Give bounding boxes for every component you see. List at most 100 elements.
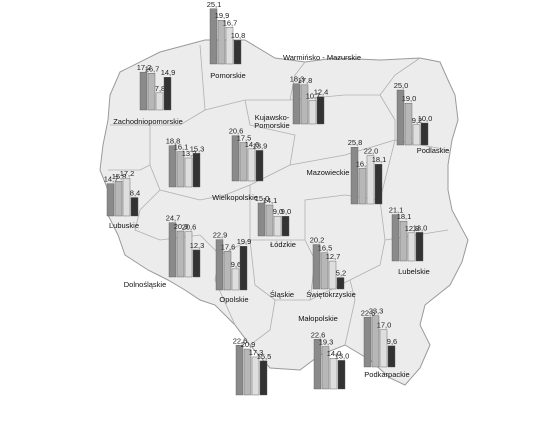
bar-kujawsko-pomorskie-1 — [231, 135, 240, 182]
value-label-swietokrzyskie-4: 5,2 — [336, 269, 346, 278]
bar-podkarpackie-2 — [371, 315, 380, 368]
value-label-lodzkie-4: 9,0 — [281, 207, 291, 216]
value-label-dolnoslaskie-2: 20,9 — [174, 222, 189, 231]
value-label-slaskie-4: 15,5 — [257, 352, 272, 361]
region-label-malopolskie: Małopolskie — [298, 314, 338, 323]
bar-pomorskie-2 — [217, 20, 226, 65]
bar-group-swietokrzyskie: 20,216,512,7 5,2 Świętokrzyskie — [306, 236, 356, 299]
bar-zachodniopomorskie-3 — [155, 92, 164, 111]
value-label-lubuskie-1: 14,7 — [104, 175, 119, 184]
value-label-dolnoslaskie-3: 20,6 — [182, 223, 197, 232]
bar-lubelskie-4 — [415, 232, 424, 262]
bar-podlaskie-1 — [396, 89, 405, 146]
bar-dolnoslaskie-1 — [168, 222, 177, 278]
value-label-swietokrzyskie-2: 16,5 — [318, 244, 333, 253]
region-label-slaskie: Śląskie — [270, 290, 294, 299]
bar-group-lubelskie: 21,118,1 12,813,0 Lubelskie — [389, 206, 430, 276]
value-label-podlaskie-4: 10,0 — [418, 114, 433, 123]
bar-podkarpackie-4 — [387, 345, 396, 368]
value-label-pomorskie-2: 19,9 — [215, 11, 230, 20]
bar-lodzkie-1 — [257, 202, 266, 237]
value-label-malopolskie-2: 19,3 — [319, 338, 334, 347]
bar-slaskie-3 — [251, 356, 260, 396]
bar-group-malopolskie: 22,619,3 14,013,0 Małopolskie — [298, 314, 350, 390]
bar-group-wielkopolskie: 18,816,113,215,3 Wielkopolskie — [166, 137, 258, 202]
value-label-mazowieckie-3: 22,0 — [364, 147, 379, 156]
bar-swietokrzyskie-3 — [328, 260, 337, 290]
bar-dolnoslaskie-4 — [192, 249, 201, 278]
value-label-podlaskie-1: 25,0 — [394, 81, 409, 90]
value-label-warminsko-mazurskie-3: 10,7 — [306, 91, 321, 100]
bar-mazowieckie-1 — [350, 147, 359, 205]
bar-dolnoslaskie-3 — [184, 231, 193, 278]
value-label-podkarpackie-3: 17,0 — [377, 321, 392, 330]
bar-malopolskie-4 — [337, 360, 346, 390]
bar-pomorskie-1 — [209, 8, 218, 65]
region-label-dolnoslaskie: Dolnośląskie — [124, 280, 167, 289]
value-label-lubelskie-3: 12,8 — [405, 224, 420, 233]
region-label-pomorskie: Pomorskie — [210, 71, 245, 80]
bar-slaskie-4 — [259, 360, 268, 396]
bar-warminsko-mazurskie-1 — [292, 83, 301, 125]
value-label-pomorskie-4: 10,8 — [231, 31, 246, 40]
bar-group-slaskie: 22,620,917,315,5 Śląskie — [233, 290, 294, 396]
value-label-pomorskie-3: 16,7 — [223, 18, 238, 27]
bar-group-dolnoslaskie: 24,720,920,6 12,3 Dolnośląskie — [124, 214, 205, 289]
value-label-kujawsko-pomorskie-3: 14,6 — [245, 140, 260, 149]
region-label-kujawsko-pomorskie: Kujawsko-Pomorskie — [254, 113, 290, 130]
region-label-podlaskie: Podlaskie — [417, 146, 450, 155]
bar-mazowieckie-2 — [358, 168, 367, 205]
value-label-zachodniopomorskie-3: 7,8 — [155, 84, 165, 93]
bar-lubuskie-2 — [114, 181, 123, 217]
value-label-kujawsko-pomorskie-4: 13,9 — [253, 141, 268, 150]
bar-slaskie-1 — [235, 345, 244, 396]
region-label-lodzkie: Łódzkie — [270, 240, 296, 249]
bar-podlaskie-3 — [412, 124, 421, 146]
value-label-warminsko-mazurskie-2: 17,8 — [298, 76, 313, 85]
value-label-lubuskie-4: 8,4 — [130, 189, 140, 198]
value-label-kujawsko-pomorskie-2: 17,5 — [237, 134, 252, 143]
bar-group-opolskie: 22,9 17,6 9,6 19,9 Opolskie — [213, 231, 252, 304]
value-label-podkarpackie-1: 22,6 — [361, 308, 376, 317]
value-label-wielkopolskie-3: 13,2 — [182, 149, 197, 158]
value-label-warminsko-mazurskie-1: 18,3 — [290, 75, 305, 84]
region-label-wielkopolskie: Wielkopolskie — [212, 193, 258, 202]
value-label-lubelskie-1: 21,1 — [389, 206, 404, 215]
value-label-lodzkie-2: 14,1 — [263, 196, 278, 205]
value-label-warminsko-mazurskie-4: 12,4 — [314, 88, 329, 97]
region-label-zachodniopomorskie: Zachodniopomorskie — [113, 117, 183, 126]
bar-lodzkie-2 — [265, 204, 274, 237]
value-label-pomorskie-1: 25,1 — [207, 0, 222, 9]
value-label-zachodniopomorskie-2: 16,7 — [145, 64, 160, 73]
bar-opolskie-3 — [231, 268, 240, 291]
bar-kujawsko-pomorskie-4 — [255, 150, 264, 182]
region-label-lubuskie: Lubuskie — [109, 221, 139, 230]
bar-group-podkarpackie: 22,623,3 17,0 9,6 Podkarpackie — [361, 307, 410, 379]
bar-group-kujawsko-pomorskie: 20,617,514,613,9 Kujawsko-Pomorskie — [229, 113, 290, 182]
bar-wielkopolskie-1 — [168, 145, 177, 188]
bar-pomorskie-3 — [225, 27, 234, 65]
value-label-lubelskie-4: 13,0 — [413, 223, 428, 232]
bar-group-lubuskie: 14,715,817,2 8,4 Lubuskie — [104, 169, 141, 230]
value-label-lodzkie-1: 15,0 — [255, 194, 270, 203]
value-label-lubuskie-2: 15,8 — [112, 172, 127, 181]
region-label-swietokrzyskie: Świętokrzyskie — [306, 290, 356, 299]
value-label-malopolskie-4: 13,0 — [335, 351, 350, 360]
bar-podkarpackie-1 — [363, 317, 372, 368]
value-label-malopolskie-3: 14,0 — [327, 349, 342, 358]
country-outline — [99, 39, 469, 386]
bar-malopolskie-1 — [313, 339, 322, 390]
bar-group-pomorskie: 25,1 19,916,7 10,8 Pomorskie — [207, 0, 246, 80]
bar-lodzkie-3 — [273, 215, 282, 237]
value-label-mazowieckie-1: 25,8 — [348, 138, 363, 147]
bar-mazowieckie-4 — [374, 163, 383, 205]
bar-lubelskie-2 — [399, 220, 408, 262]
region-label-warminsko-mazurskie: Warmińsko - Mazurskie — [283, 53, 361, 62]
region-label-podkarpackie: Podkarpackie — [364, 370, 409, 379]
bar-lubuskie-3 — [122, 177, 131, 217]
bar-opolskie-2 — [223, 251, 232, 291]
value-label-podlaskie-3: 9,2 — [412, 116, 422, 125]
value-label-kujawsko-pomorskie-1: 20,6 — [229, 127, 244, 136]
value-label-lubelskie-2: 18,1 — [397, 212, 412, 221]
